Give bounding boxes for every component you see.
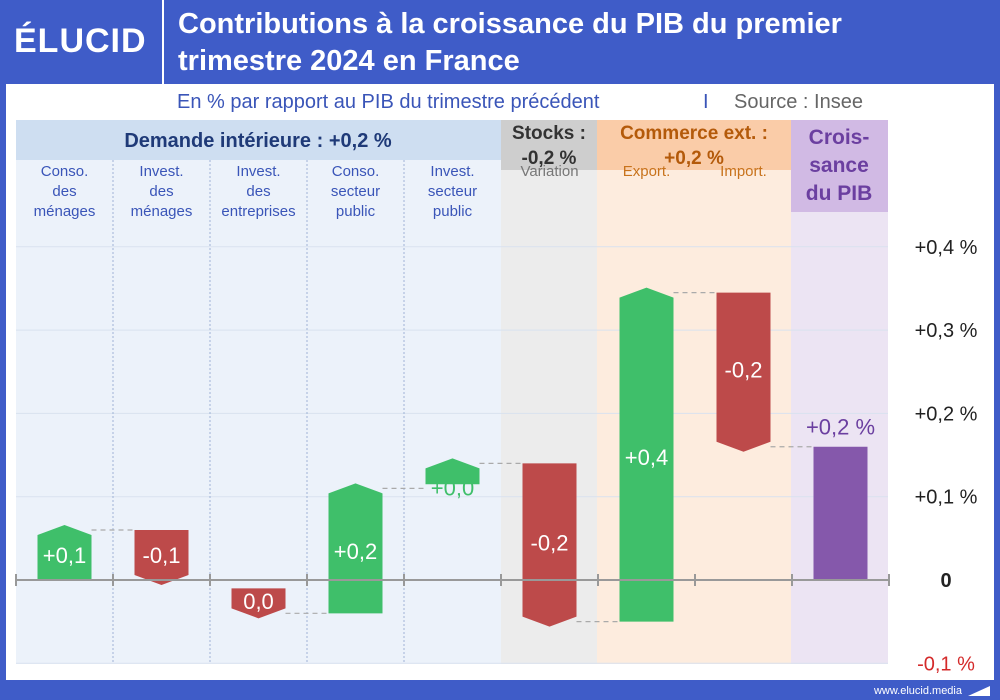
band-header-stocks xyxy=(501,120,597,170)
chart-title: Contributions à la croissance du PIB du … xyxy=(178,6,988,80)
bar-6 xyxy=(619,287,674,622)
elucid-logo: ÉLUCID xyxy=(14,22,147,60)
bar-0 xyxy=(37,525,92,580)
group-label-gdp-line1: Crois- xyxy=(809,126,870,149)
category-label: Import. xyxy=(720,163,767,180)
bar-value-label: +0,2 xyxy=(334,539,377,564)
category-label: public xyxy=(433,203,473,220)
group-label-stocks-line2: -0,2 % xyxy=(522,148,577,169)
category-label: public xyxy=(336,203,376,220)
logo-separator xyxy=(162,0,164,84)
bar-1 xyxy=(134,530,189,585)
bar-4 xyxy=(425,458,480,485)
bar-5 xyxy=(522,463,577,627)
footer-url: www.elucid.media xyxy=(873,685,962,697)
bar-value-label: -0,1 xyxy=(143,543,181,568)
group-label-domestic: Demande intérieure : +0,2 % xyxy=(124,130,392,152)
category-label: des xyxy=(149,183,173,200)
bar-value-label: +0,4 xyxy=(625,445,668,470)
bar-2 xyxy=(231,588,286,619)
title-line-2: trimestre 2024 en France xyxy=(178,45,520,77)
group-label-gdp-line3: du PIB xyxy=(806,182,873,205)
y-tick-label: +0,3 % xyxy=(915,320,978,342)
category-label: Variation xyxy=(520,163,578,180)
chart-panel: +0,4 % +0,3 % +0,2 % +0,1 % 0 -0,1 % Demande … xyxy=(6,84,994,680)
bar-value-label: +0,2 % xyxy=(806,415,875,440)
group-label-trade-line2: +0,2 % xyxy=(664,148,724,169)
category-label: des xyxy=(52,183,76,200)
band-header-gdp xyxy=(791,120,888,212)
band-header-domestic xyxy=(16,120,501,160)
group-label-trade-line1: Commerce ext. : xyxy=(620,123,768,144)
category-label: Export. xyxy=(623,163,671,180)
band-header-trade xyxy=(597,120,791,170)
bar-7 xyxy=(716,292,771,452)
y-tick-label: -0,1 % xyxy=(917,653,975,675)
bar-value-label: -0,2 xyxy=(531,531,569,556)
source-separator: I xyxy=(703,91,709,113)
band-domestic xyxy=(16,120,501,664)
bar-value-label: +0,0 xyxy=(431,475,474,500)
category-label: Invest. xyxy=(430,163,474,180)
y-tick-label: +0,4 % xyxy=(915,237,978,259)
bar-value-label: 0,0 xyxy=(243,589,274,614)
category-label: Conso. xyxy=(41,163,89,180)
category-label: des xyxy=(246,183,270,200)
chart-subtitle: En % par rapport au PIB du trimestre pré… xyxy=(177,91,600,113)
category-label: Invest. xyxy=(236,163,280,180)
group-label-gdp-line2: sance xyxy=(809,154,869,177)
y-tick-label: +0,2 % xyxy=(915,403,978,425)
bar-value-label: -0,2 xyxy=(725,358,763,383)
elucid-mark-icon xyxy=(968,686,990,696)
group-label-stocks-line1: Stocks : xyxy=(512,123,586,144)
title-line-1: Contributions à la croissance du PIB du … xyxy=(178,8,842,40)
y-tick-label: 0 xyxy=(940,570,951,592)
category-label: secteur xyxy=(331,183,380,200)
bar-8 xyxy=(813,446,868,580)
category-label: ménages xyxy=(34,203,96,220)
y-tick-label: +0,1 % xyxy=(915,487,978,509)
category-label: secteur xyxy=(428,183,477,200)
category-label: entreprises xyxy=(221,203,295,220)
category-label: ménages xyxy=(131,203,193,220)
category-label: Conso. xyxy=(332,163,380,180)
category-label: Invest. xyxy=(139,163,183,180)
waterfall-chart: +0,4 % +0,3 % +0,2 % +0,1 % 0 -0,1 % Demande … xyxy=(15,91,978,675)
source-credit: Source : Insee xyxy=(734,91,863,113)
bar-value-label: +0,1 xyxy=(43,543,86,568)
